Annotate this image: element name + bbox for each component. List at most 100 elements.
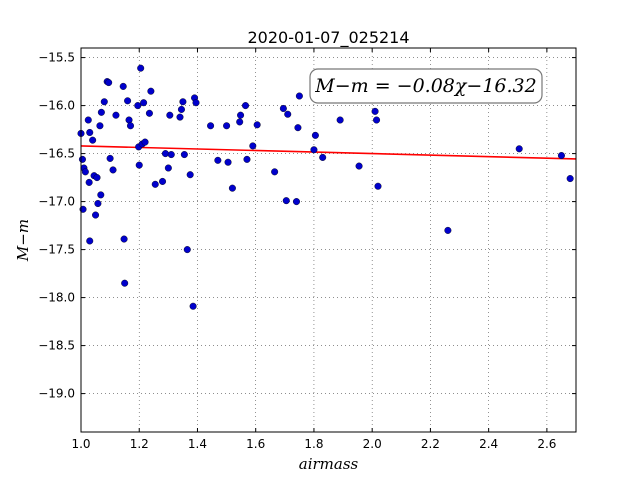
data-point — [180, 151, 188, 159]
data-point — [167, 151, 175, 159]
data-point — [86, 128, 94, 136]
data-point — [319, 153, 327, 161]
y-tick-label: −16.5 — [38, 147, 75, 161]
data-point — [444, 226, 452, 234]
data-point — [242, 102, 250, 110]
x-tick-label: 2.4 — [479, 437, 498, 451]
x-tick-label: 1.6 — [246, 437, 265, 451]
x-tick-label: 1.8 — [304, 437, 323, 451]
x-tick-label: 2.0 — [363, 437, 382, 451]
y-tick-label: −15.5 — [38, 51, 75, 65]
data-point — [253, 121, 261, 129]
axis-ticks: 1.0 1.2 1.4 1.6 1.8 2.0 2.2 2.4 2.6 −15.5 −16.0 −16… — [38, 48, 576, 451]
data-point — [105, 79, 113, 87]
x-tick-label: 1.2 — [130, 437, 149, 451]
data-point — [355, 162, 363, 170]
data-point — [310, 146, 318, 154]
data-point — [147, 87, 155, 95]
data-point — [159, 177, 167, 185]
data-point — [120, 235, 128, 243]
data-point — [134, 102, 142, 110]
data-point — [93, 174, 101, 182]
data-point — [166, 111, 174, 119]
data-point — [94, 200, 102, 208]
y-tick-label: −19.0 — [38, 387, 75, 401]
data-point — [186, 171, 194, 179]
data-point — [271, 168, 279, 176]
data-point — [249, 142, 257, 150]
data-point — [237, 111, 245, 119]
x-tick-label: 2.2 — [421, 437, 440, 451]
data-point — [177, 105, 185, 113]
data-point — [224, 158, 232, 166]
data-point — [124, 97, 132, 105]
x-tick-label: 1.0 — [71, 437, 90, 451]
data-point — [126, 122, 134, 130]
data-point — [164, 164, 172, 172]
data-point — [243, 155, 251, 163]
data-point — [336, 116, 344, 124]
data-point — [566, 175, 574, 183]
data-point — [207, 122, 215, 130]
x-tick-label: 2.6 — [537, 437, 556, 451]
data-point — [282, 197, 290, 205]
data-point — [176, 113, 184, 121]
data-point — [228, 184, 236, 192]
data-point — [557, 152, 565, 160]
grid — [80, 48, 576, 432]
data-point — [236, 118, 244, 126]
x-axis-label: airmass — [299, 455, 359, 473]
data-point — [100, 98, 108, 106]
data-point — [151, 180, 159, 188]
data-point — [214, 156, 222, 164]
data-point — [284, 110, 292, 118]
data-point — [97, 108, 105, 116]
y-tick-label: −17.5 — [38, 243, 75, 257]
data-point — [294, 124, 302, 132]
data-point — [125, 116, 133, 124]
data-point — [92, 211, 100, 219]
fit-equation-frame — [309, 68, 543, 104]
data-points — [77, 64, 574, 310]
y-tick-label: −18.5 — [38, 339, 75, 353]
data-point — [179, 98, 187, 106]
data-point — [373, 116, 381, 124]
data-point — [192, 99, 200, 107]
data-point — [106, 154, 114, 162]
data-point — [89, 136, 97, 144]
data-point — [311, 131, 319, 139]
data-point — [141, 138, 149, 146]
y-tick-label: −16.0 — [38, 99, 75, 113]
data-point — [86, 237, 94, 245]
x-tick-label: 1.4 — [188, 437, 207, 451]
data-point — [292, 198, 300, 206]
data-point — [121, 279, 129, 287]
data-point — [223, 122, 231, 130]
data-point — [279, 104, 287, 112]
fit-equation-box: M−m = −0.08χ−16.32 — [309, 68, 543, 104]
data-point — [84, 116, 92, 124]
data-point — [371, 107, 379, 115]
data-point — [119, 82, 127, 90]
fit-equation: M−m = −0.08χ−16.32 — [314, 75, 536, 97]
data-point — [112, 111, 120, 119]
plot-frame — [80, 47, 577, 433]
y-tick-label: −17.0 — [38, 195, 75, 209]
data-point — [374, 182, 382, 190]
data-point — [78, 155, 86, 163]
data-point — [189, 302, 197, 310]
data-point — [97, 191, 105, 199]
chart-title: 2020-01-07_025214 — [247, 28, 409, 48]
data-point — [109, 166, 117, 174]
y-tick-label: −18.0 — [38, 291, 75, 305]
data-point — [515, 145, 523, 153]
data-point — [96, 122, 104, 130]
data-point — [295, 92, 303, 100]
data-point — [183, 246, 191, 254]
data-point — [137, 64, 145, 72]
data-point — [81, 168, 89, 176]
fit-line — [80, 145, 577, 160]
data-point — [135, 161, 143, 169]
